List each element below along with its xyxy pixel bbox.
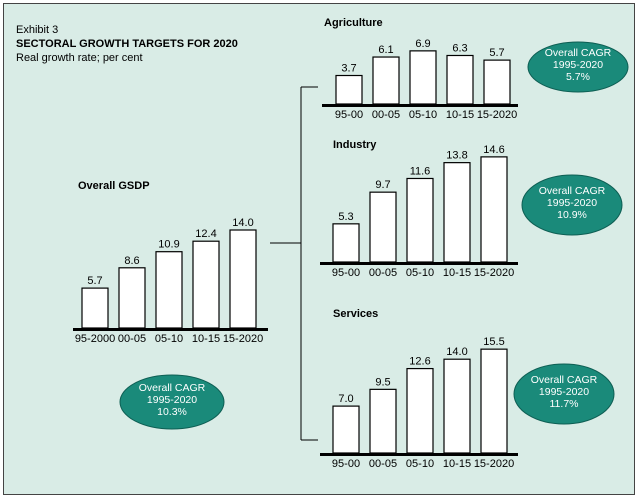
bar-industry-2	[406, 177, 434, 263]
cagr-label-industry: Overall CAGR	[539, 185, 606, 197]
cagr-value-industry: 10.9%	[557, 209, 587, 221]
chart-industry: Industry 5.3 95-00 9.7 00-05 11.6 05-10 13.8 10-…	[320, 139, 623, 279]
bar-gsdp-4	[229, 229, 257, 329]
bar-agriculture-1	[372, 56, 400, 105]
value-label-services-4: 15.5	[483, 336, 504, 348]
cagr-period-industry: 1995-2020	[547, 197, 597, 209]
chart-title-services: Services	[333, 308, 378, 320]
bar-gsdp-3	[192, 240, 220, 329]
chart-services: Services 7.0 95-00 9.5 00-05 12.6 05-10 14.0 10-…	[320, 308, 615, 470]
category-label-agriculture-2: 05-10	[409, 109, 437, 121]
cagr-oval-services	[513, 363, 615, 425]
bar-services-4	[480, 348, 508, 454]
category-label-agriculture-1: 00-05	[372, 109, 400, 121]
value-label-gsdp-2: 10.9	[158, 239, 179, 251]
value-label-services-2: 12.6	[409, 356, 430, 368]
value-label-services-0: 7.0	[338, 393, 353, 405]
value-label-industry-2: 11.6	[410, 165, 431, 177]
chart-title-gsdp: Overall GSDP	[78, 180, 150, 192]
bar-gsdp-1	[118, 267, 146, 329]
category-label-agriculture-0: 95-00	[335, 109, 363, 121]
value-label-gsdp-4: 14.0	[232, 217, 253, 229]
value-label-agriculture-0: 3.7	[341, 63, 356, 75]
bar-services-1	[369, 388, 397, 454]
bracket-connectors	[270, 86, 318, 441]
chart-agriculture: Agriculture 3.7 95-00 6.1 00-05 6.9 05-10 6.3 10…	[322, 17, 629, 121]
category-label-industry-1: 00-05	[369, 267, 397, 279]
bar-industry-3	[443, 162, 471, 263]
chart-title-industry: Industry	[333, 139, 377, 151]
bar-industry-4	[480, 156, 508, 263]
category-label-services-4: 15-2020	[474, 458, 514, 470]
category-label-gsdp-0: 95-2000	[75, 333, 115, 345]
category-label-gsdp-3: 10-15	[192, 333, 220, 345]
value-label-gsdp-0: 5.7	[87, 275, 102, 287]
category-label-agriculture-4: 15-2020	[477, 109, 517, 121]
category-label-services-2: 05-10	[406, 458, 434, 470]
exhibit-subtitle: Real growth rate; per cent	[16, 52, 143, 64]
category-label-gsdp-2: 05-10	[155, 333, 183, 345]
bar-agriculture-3	[446, 54, 474, 105]
category-label-industry-4: 15-2020	[474, 267, 514, 279]
cagr-label-services: Overall CAGR	[531, 374, 598, 386]
bar-agriculture-2	[409, 50, 437, 105]
cagr-oval-gsdp	[119, 374, 225, 430]
category-label-services-1: 00-05	[369, 458, 397, 470]
value-label-gsdp-3: 12.4	[195, 228, 216, 240]
value-label-agriculture-1: 6.1	[378, 44, 393, 56]
category-label-agriculture-3: 10-15	[446, 109, 474, 121]
category-label-services-0: 95-00	[332, 458, 360, 470]
category-label-industry-3: 10-15	[443, 267, 471, 279]
bar-industry-0	[332, 223, 360, 263]
cagr-period-agriculture: 1995-2020	[553, 59, 603, 71]
value-label-industry-1: 9.7	[375, 179, 390, 191]
category-label-services-3: 10-15	[443, 458, 471, 470]
bar-services-3	[443, 358, 471, 454]
cagr-oval-agriculture	[527, 41, 629, 93]
exhibit-label: Exhibit 3	[16, 24, 59, 36]
value-label-agriculture-2: 6.9	[415, 38, 430, 50]
category-label-industry-2: 05-10	[406, 267, 434, 279]
value-label-industry-4: 14.6	[483, 144, 504, 156]
value-label-services-1: 9.5	[375, 376, 390, 388]
value-label-agriculture-4: 5.7	[489, 47, 504, 59]
cagr-value-agriculture: 5.7%	[566, 71, 590, 83]
chart-gsdp: Overall GSDP 5.7 95-2000 8.6 00-05 10.9 05-10 1…	[73, 180, 268, 430]
bar-agriculture-0	[335, 74, 363, 105]
category-label-gsdp-1: 00-05	[118, 333, 146, 345]
category-label-industry-0: 95-00	[332, 267, 360, 279]
value-label-industry-0: 5.3	[338, 211, 353, 223]
category-label-gsdp-4: 15-2020	[223, 333, 263, 345]
value-label-gsdp-1: 8.6	[124, 255, 139, 267]
cagr-value-services: 11.7%	[550, 398, 579, 410]
value-label-industry-3: 13.8	[446, 150, 467, 162]
bar-gsdp-0	[81, 287, 109, 329]
exhibit-title: SECTORAL GROWTH TARGETS FOR 2020	[16, 38, 238, 50]
cagr-period-services: 1995-2020	[539, 386, 589, 398]
cagr-label-agriculture: Overall CAGR	[545, 47, 612, 59]
cagr-oval-industry	[521, 174, 623, 236]
chart-title-agriculture: Agriculture	[324, 17, 383, 29]
bar-industry-1	[369, 191, 397, 263]
bar-services-2	[406, 367, 434, 454]
value-label-services-3: 14.0	[446, 346, 467, 358]
bar-services-0	[332, 405, 360, 454]
cagr-value-gsdp: 10.3%	[157, 406, 187, 418]
value-label-agriculture-3: 6.3	[452, 42, 467, 54]
bar-agriculture-4	[483, 59, 511, 105]
bar-gsdp-2	[155, 251, 183, 329]
cagr-label-gsdp: Overall CAGR	[139, 382, 206, 394]
cagr-period-gsdp: 1995-2020	[147, 394, 197, 406]
